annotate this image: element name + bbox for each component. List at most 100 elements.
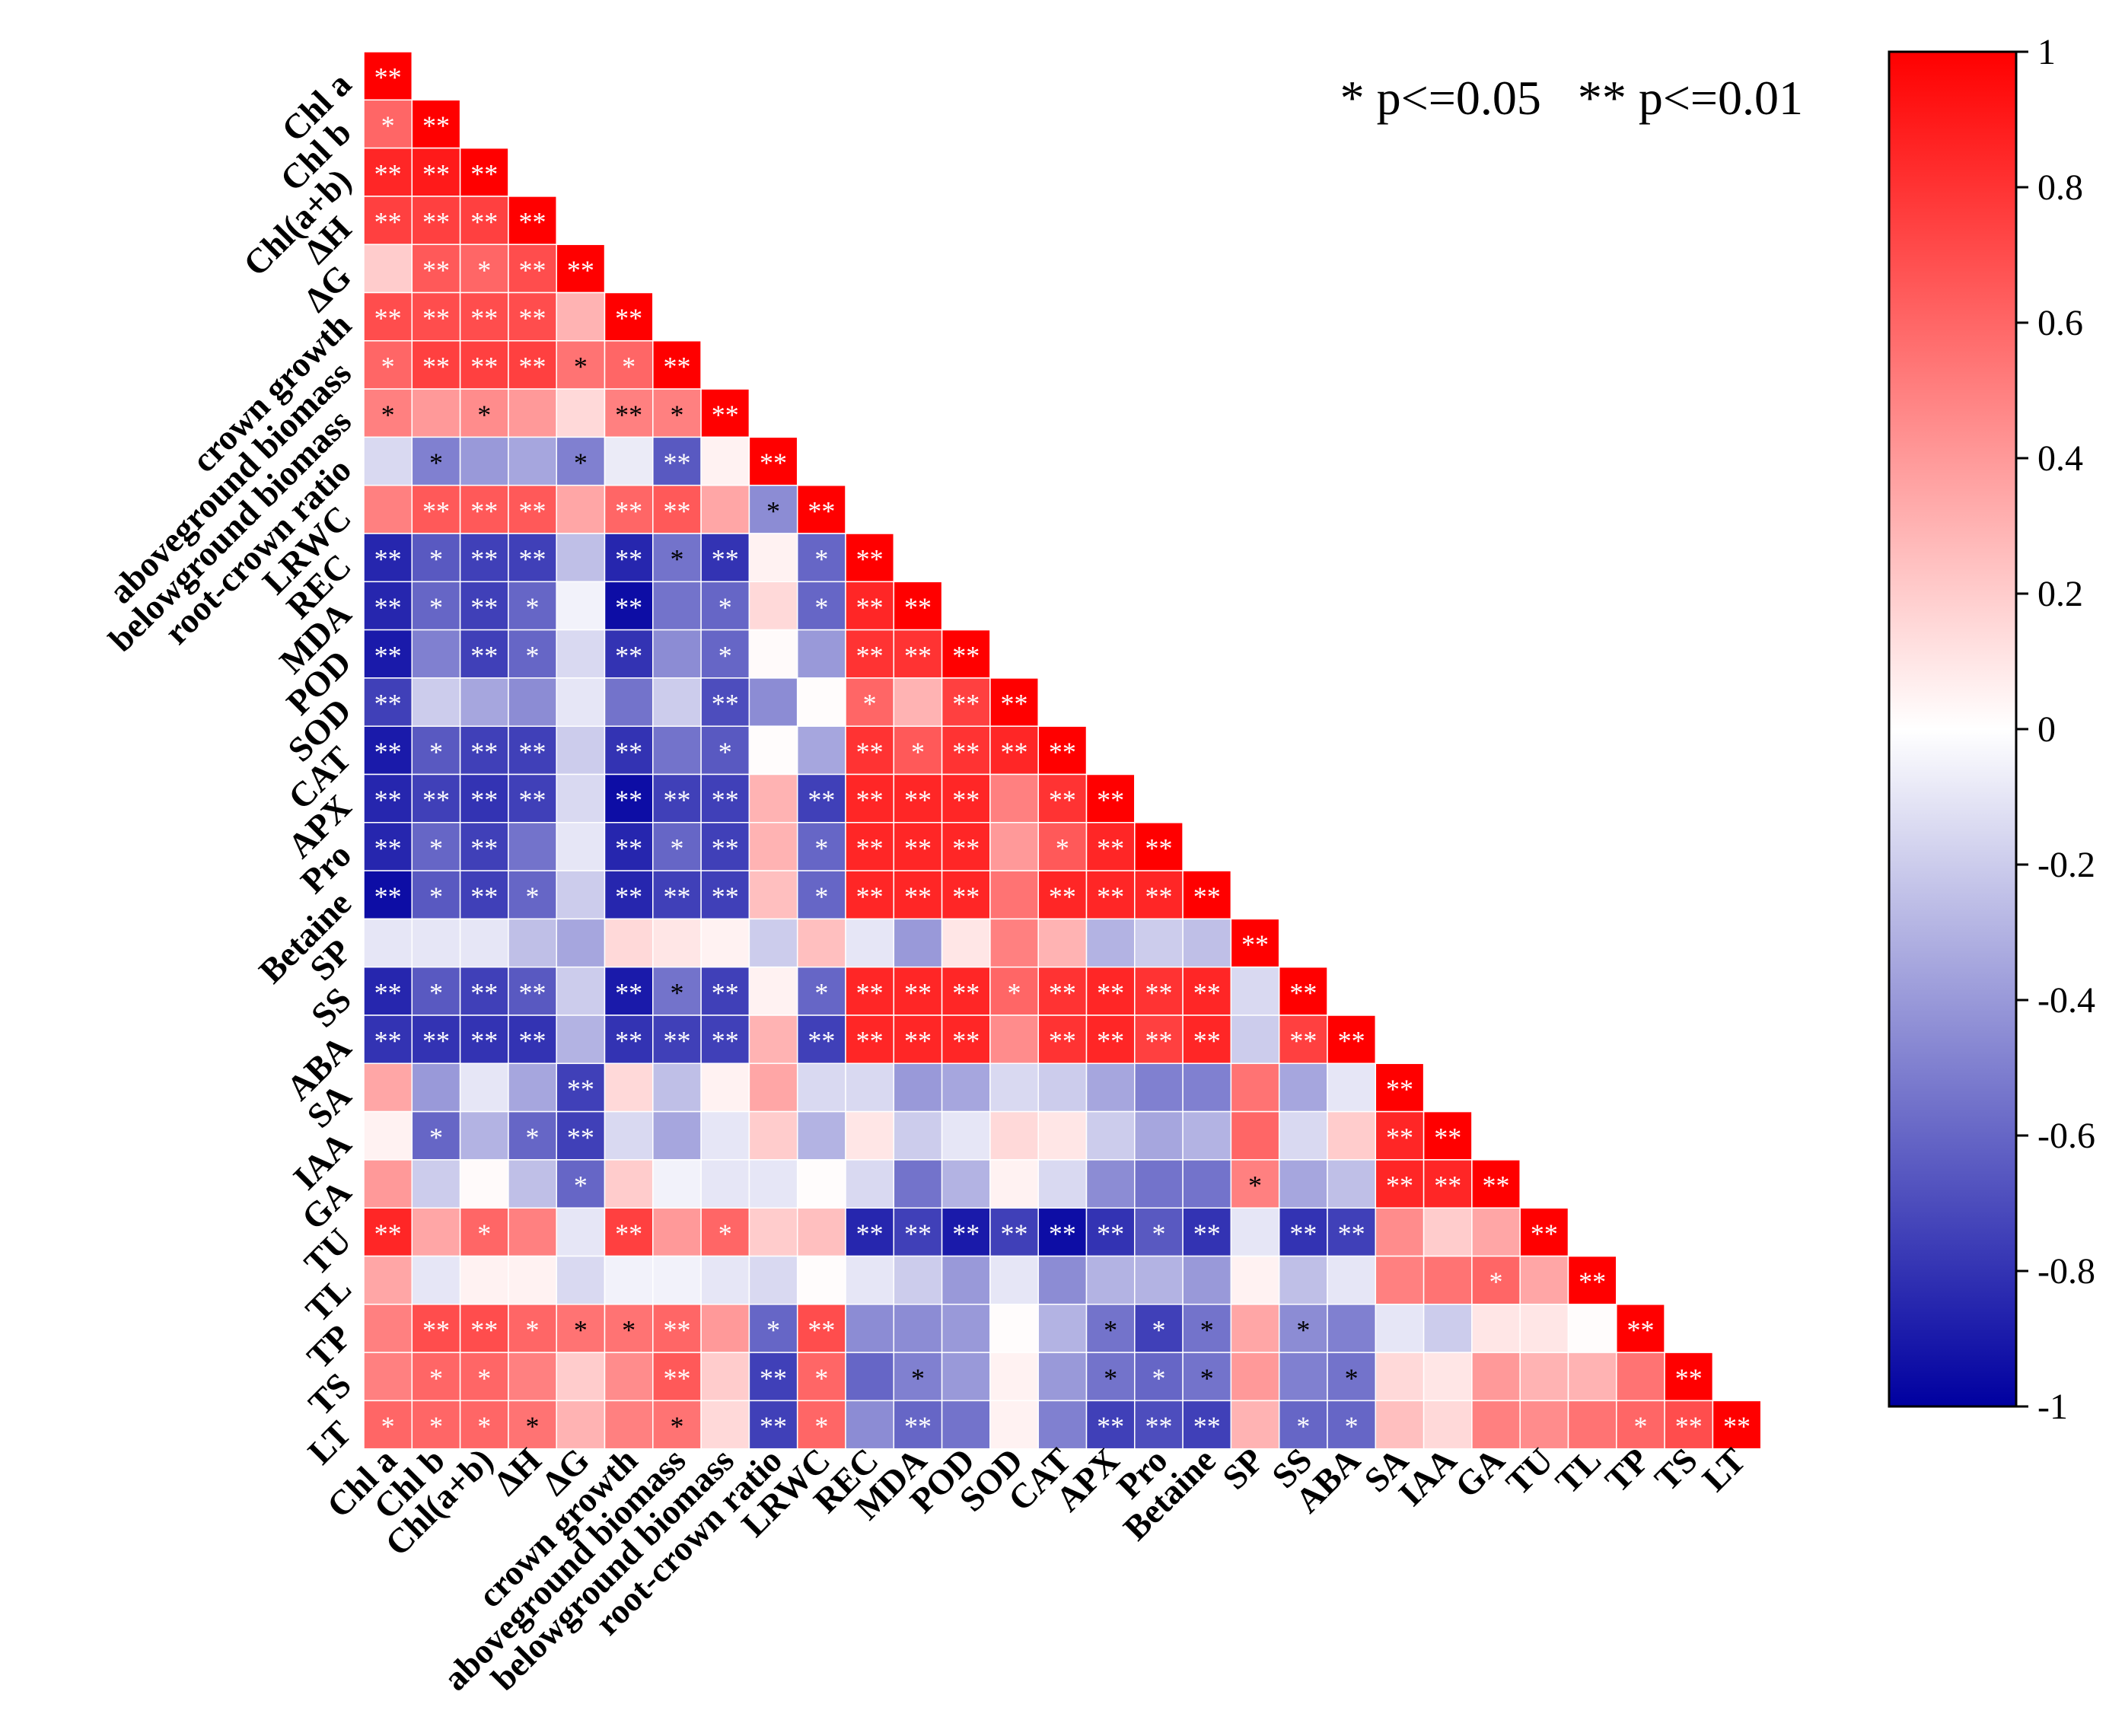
significance-mark: *: [429, 977, 443, 1008]
heatmap-cell: [508, 291, 557, 342]
colorbar-tick-label: 0: [2037, 709, 2056, 750]
heatmap-cell: [700, 1015, 750, 1065]
heatmap-cell: [796, 725, 846, 776]
significance-mark: *: [622, 1314, 636, 1345]
significance-mark: **: [422, 351, 450, 381]
significance-mark: **: [1193, 1026, 1221, 1056]
heatmap-cell: [411, 822, 461, 871]
heatmap-cell: [411, 1255, 461, 1305]
significance-mark: **: [470, 881, 498, 912]
significance-mark: *: [574, 448, 588, 478]
significance-mark: *: [526, 1314, 540, 1345]
heatmap-cell: [604, 1159, 654, 1209]
heatmap-cell: [1037, 918, 1088, 968]
significance-mark: **: [1001, 689, 1028, 719]
heatmap-cell: [604, 436, 654, 486]
heatmap-cell: [604, 918, 654, 968]
significance-mark: **: [374, 737, 402, 767]
significance-mark: **: [1145, 1411, 1172, 1441]
heatmap-cell: [508, 918, 557, 968]
heatmap-cell: [1182, 1015, 1232, 1065]
heatmap-cell: [1037, 725, 1088, 776]
heatmap-cell: [508, 1400, 557, 1450]
heatmap-cell: [652, 1110, 702, 1161]
heatmap-cell: [1134, 1304, 1184, 1353]
heatmap-cell: [1134, 1255, 1184, 1305]
heatmap-cell: [1230, 1304, 1280, 1353]
heatmap-cell: [508, 1062, 557, 1113]
heatmap-cell: [748, 1255, 798, 1305]
heatmap-cell: [1182, 1304, 1232, 1353]
significance-mark: **: [470, 1026, 498, 1056]
significance-mark: **: [615, 881, 642, 912]
heatmap-cell: [941, 1110, 991, 1161]
significance-mark: **: [856, 881, 884, 912]
significance-mark: *: [670, 833, 683, 863]
heatmap-cell: [556, 533, 606, 583]
heatmap-cell: [652, 1062, 702, 1113]
heatmap-cell: [556, 484, 606, 534]
heatmap-cell: [363, 1159, 413, 1209]
heatmap-cell: [1423, 1352, 1473, 1402]
heatmap-cell: [1519, 1352, 1569, 1402]
significance-mark: **: [519, 207, 546, 237]
significance-mark: **: [1434, 1171, 1461, 1201]
heatmap-cell: [700, 1110, 750, 1161]
significance-mark: **: [615, 1026, 642, 1056]
heatmap-cell: [845, 918, 895, 968]
heatmap-cell: [1567, 1400, 1617, 1450]
heatmap-cell: [1519, 1304, 1569, 1353]
significance-mark: **: [712, 881, 739, 912]
heatmap-cell: [652, 629, 702, 679]
heatmap-cell: [556, 1062, 606, 1113]
heatmap-cell: [363, 436, 413, 486]
heatmap-cell: [652, 436, 702, 486]
heatmap-cell: [989, 1255, 1039, 1305]
heatmap-cell: [748, 966, 798, 1016]
heatmap-cell: [748, 1207, 798, 1257]
significance-mark: **: [615, 544, 642, 575]
heatmap-cell: [1037, 1159, 1088, 1209]
significance-mark: **: [374, 62, 402, 93]
heatmap-cell: [459, 1110, 509, 1161]
significance-mark: *: [1104, 1363, 1117, 1394]
significance-mark: **: [952, 1218, 980, 1249]
heatmap-cell: [1182, 1110, 1232, 1161]
significance-mark: *: [1152, 1363, 1165, 1394]
significance-mark: **: [712, 977, 739, 1008]
significance-mark: **: [519, 495, 546, 526]
significance-mark: **: [422, 158, 450, 189]
heatmap-cell: [893, 1304, 943, 1353]
heatmap-cell: [1230, 1207, 1280, 1257]
heatmap-cell: [1085, 1062, 1136, 1113]
significance-mark: *: [911, 1363, 925, 1394]
heatmap-cell: [1085, 918, 1136, 968]
significance-mark: **: [712, 833, 739, 863]
significance-mark: *: [1248, 1171, 1262, 1201]
significance-mark: *: [911, 737, 925, 767]
heatmap-cell: [411, 291, 461, 342]
heatmap-cell: [1664, 1400, 1714, 1450]
significance-mark: *: [429, 448, 443, 478]
heatmap-cell: [748, 870, 798, 920]
heatmap-cell: [1423, 1255, 1473, 1305]
heatmap-cell: [411, 1015, 461, 1065]
heatmap-cell: [1085, 1255, 1136, 1305]
heatmap-cell: [459, 1159, 509, 1209]
heatmap-cell: [845, 1352, 895, 1402]
heatmap-cell: [941, 1062, 991, 1113]
significance-mark: **: [1049, 737, 1076, 767]
heatmap-cell: [1327, 1015, 1377, 1065]
significance-mark: **: [1723, 1411, 1751, 1441]
significance-mark: **: [374, 689, 402, 719]
heatmap-cell: [941, 918, 991, 968]
significance-mark: *: [814, 1363, 828, 1394]
heatmap-cell: [989, 1400, 1039, 1450]
significance-mark: *: [1008, 977, 1021, 1008]
significance-mark: **: [422, 303, 450, 333]
significance-mark: **: [712, 785, 739, 815]
heatmap-cell: [1134, 1352, 1184, 1402]
significance-mark: **: [712, 400, 739, 430]
significance-mark: *: [429, 544, 443, 575]
significance-mark: **: [760, 1363, 787, 1394]
